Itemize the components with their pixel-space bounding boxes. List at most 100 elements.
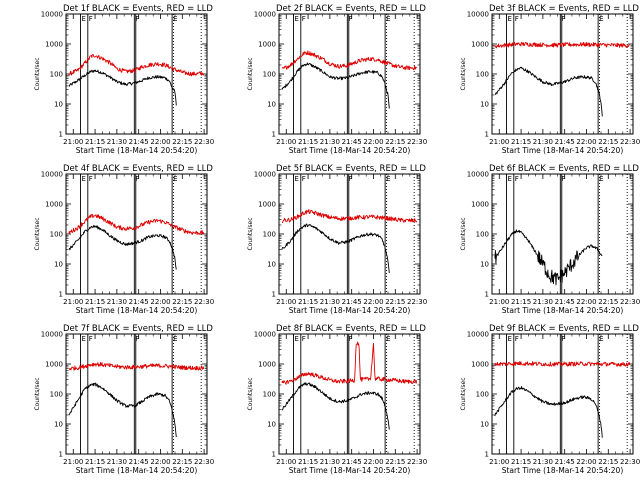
x-tick-label: 21:15 <box>511 298 531 306</box>
time-marker-label: F <box>135 15 139 23</box>
x-tick-label: 22:30 <box>407 298 427 306</box>
x-tick-label: 22:15 <box>172 138 192 146</box>
y-tick-label: 1000 <box>258 361 276 369</box>
y-axis-label: Counts/sec <box>460 377 467 410</box>
y-tick-label: 10 <box>54 261 63 269</box>
time-marker-label: E <box>386 335 390 343</box>
y-tick-label: 1 <box>485 291 489 299</box>
y-tick-label: 100 <box>476 391 489 399</box>
x-axis-label: Start Time (18-Mar-14 20:54:20) <box>502 146 624 155</box>
x-tick-label: 21:00 <box>276 138 296 146</box>
time-marker-label: F <box>515 335 519 343</box>
time-marker-label: F <box>348 175 352 183</box>
y-tick-label: 100 <box>476 71 489 79</box>
x-tick-label: 21:45 <box>555 138 575 146</box>
x-tick-label: 21:45 <box>129 458 149 466</box>
x-tick-label: 21:30 <box>320 458 340 466</box>
series-line-lld <box>281 209 418 224</box>
y-tick-label: 1000 <box>471 41 489 49</box>
x-tick-label: 22:15 <box>598 138 618 146</box>
x-tick-label: 21:45 <box>129 138 149 146</box>
plot-frame <box>65 333 208 455</box>
y-tick-label: 1 <box>272 291 276 299</box>
y-tick-label: 1000 <box>471 361 489 369</box>
y-tick-label: 1 <box>59 451 63 459</box>
detector-panel-7: Det 7f BLACK = Events, RED = LLD 1 10 100 10… <box>34 324 214 475</box>
y-tick-label: 10000 <box>41 171 63 179</box>
x-axis-label: Start Time (18-Mar-14 20:54:20) <box>289 146 411 155</box>
y-tick-label: 100 <box>263 391 276 399</box>
x-tick-label: 22:30 <box>620 458 640 466</box>
plot-title: Det 8f BLACK = Events, RED = LLD <box>276 324 426 334</box>
y-tick-label: 1 <box>485 451 489 459</box>
y-axis-label: Counts/sec <box>247 377 254 410</box>
plot-title: Det 1f BLACK = Events, RED = LLD <box>63 4 213 14</box>
x-tick-label: 21:00 <box>63 298 83 306</box>
x-axis-label: Start Time (18-Mar-14 20:54:20) <box>289 306 411 315</box>
x-tick-label: 21:30 <box>533 298 553 306</box>
x-tick-label: 22:30 <box>407 138 427 146</box>
y-tick-label: 10000 <box>254 11 276 19</box>
plot-title: Det 3f BLACK = Events, RED = LLD <box>489 4 639 14</box>
x-tick-label: 22:00 <box>576 458 596 466</box>
detector-panel-4: Det 4f BLACK = Events, RED = LLD 1 10 100 10… <box>34 164 214 315</box>
y-tick-label: 1 <box>272 131 276 139</box>
x-tick-label: 22:00 <box>150 298 170 306</box>
x-axis-label: Start Time (18-Mar-14 20:54:20) <box>76 306 198 315</box>
series-line-events <box>281 382 390 430</box>
detector-panel-8: Det 8f BLACK = Events, RED = LLD 1 10 100 10… <box>247 324 427 475</box>
y-tick-label: 1000 <box>471 201 489 209</box>
x-tick-label: 21:30 <box>533 138 553 146</box>
y-tick-label: 100 <box>50 391 63 399</box>
y-axis-label: Counts/sec <box>460 217 467 250</box>
time-marker-label: F <box>348 335 352 343</box>
series-line-lld <box>68 54 205 77</box>
x-tick-label: 21:15 <box>85 298 105 306</box>
time-marker-label: E <box>173 15 177 23</box>
y-tick-label: 100 <box>263 231 276 239</box>
y-tick-label: 10000 <box>467 11 489 19</box>
series-line-lld <box>68 362 205 371</box>
x-axis-label: Start Time (18-Mar-14 20:54:20) <box>76 466 198 475</box>
plot-frame <box>491 333 634 455</box>
y-tick-label: 1 <box>272 451 276 459</box>
x-tick-label: 22:15 <box>598 458 618 466</box>
detector-panel-1: Det 1f BLACK = Events, RED = LLD 1 10 100 10… <box>34 4 214 155</box>
x-tick-label: 21:45 <box>129 298 149 306</box>
y-tick-label: 10000 <box>254 171 276 179</box>
time-marker-label: F <box>561 15 565 23</box>
x-tick-label: 21:15 <box>298 458 318 466</box>
x-tick-label: 21:00 <box>63 138 83 146</box>
x-tick-label: 22:30 <box>194 138 214 146</box>
y-tick-label: 1 <box>59 131 63 139</box>
time-marker-label: F <box>302 15 306 23</box>
x-tick-label: 21:45 <box>342 298 362 306</box>
series-line-events <box>68 224 177 270</box>
y-axis-label: Counts/sec <box>247 57 254 90</box>
time-marker-label: E <box>599 335 603 343</box>
plot-title: Det 7f BLACK = Events, RED = LLD <box>63 324 213 334</box>
x-tick-label: 22:30 <box>407 458 427 466</box>
time-marker-label: F <box>515 175 519 183</box>
x-tick-label: 21:15 <box>511 138 531 146</box>
y-tick-label: 10 <box>267 421 276 429</box>
x-tick-label: 21:00 <box>489 458 509 466</box>
detector-panel-2: Det 2f BLACK = Events, RED = LLD 1 10 100 10… <box>247 4 427 155</box>
plot-frame <box>278 333 421 455</box>
x-tick-label: 22:00 <box>576 138 596 146</box>
series-line-lld <box>68 213 205 235</box>
y-tick-label: 100 <box>263 71 276 79</box>
time-marker-label: E <box>599 175 603 183</box>
plot-frame <box>65 173 208 295</box>
y-tick-label: 1 <box>485 131 489 139</box>
time-marker-label: E <box>82 175 86 183</box>
x-axis-label: Start Time (18-Mar-14 20:54:20) <box>289 466 411 475</box>
time-marker-label: E <box>82 335 86 343</box>
time-marker-label: F <box>89 335 93 343</box>
series-line-events <box>68 69 177 106</box>
x-tick-label: 21:15 <box>298 138 318 146</box>
y-tick-label: 100 <box>50 231 63 239</box>
plot-title: Det 2f BLACK = Events, RED = LLD <box>276 4 426 14</box>
time-marker-label: F <box>561 335 565 343</box>
